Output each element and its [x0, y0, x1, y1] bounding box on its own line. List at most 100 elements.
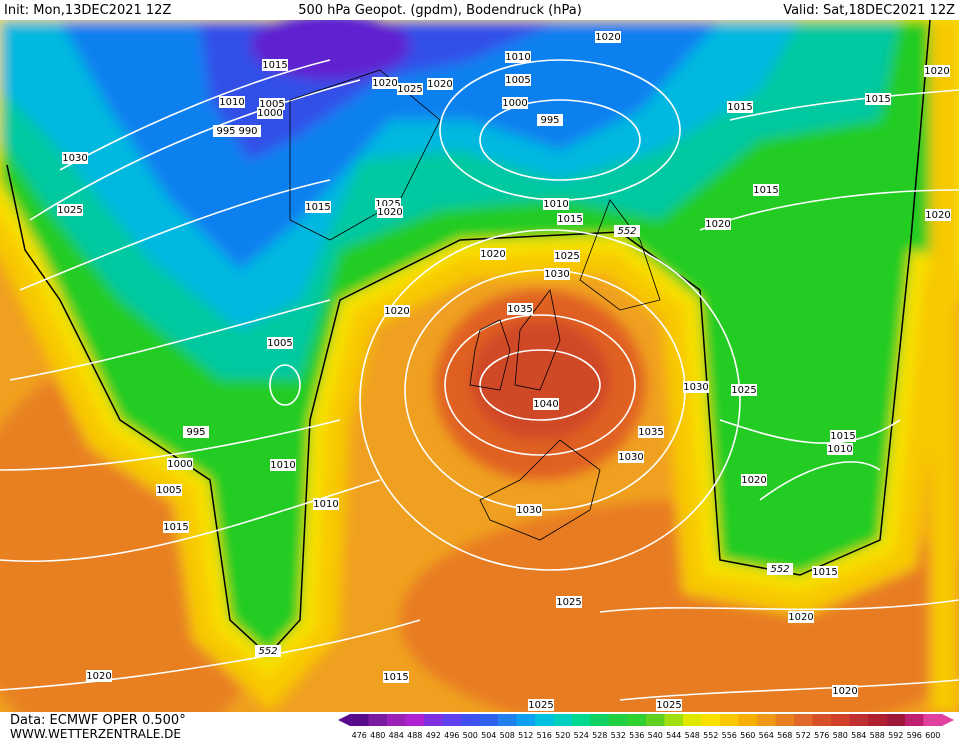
isobar-label: 1015: [262, 60, 287, 71]
colorbar-swatch: [553, 714, 573, 726]
isobar-label: 995: [186, 427, 205, 438]
colorbar-label: 552: [703, 731, 718, 740]
colorbar-label: 520: [555, 731, 570, 740]
colorbar-swatch: [442, 714, 462, 726]
isobar-label: 1020: [384, 306, 409, 317]
colorbar-label: 592: [888, 731, 903, 740]
isobar-label-bg: [731, 384, 757, 396]
colorbar-swatch: [387, 714, 406, 726]
isobar-label: 1030: [683, 382, 708, 393]
isobar-label-bg: [507, 303, 533, 315]
colorbar-swatch: [572, 714, 591, 726]
isobar-label-bg: [924, 65, 950, 77]
isobar-label-bg: [505, 74, 531, 86]
isobar-label: 1015: [753, 185, 778, 196]
colorbar-label: 488: [407, 731, 422, 740]
colorbar-label: 556: [722, 731, 737, 740]
colorbar-label: 568: [777, 731, 792, 740]
colorbar-label: 512: [518, 731, 533, 740]
colorbar-swatch: [498, 714, 517, 726]
colorbar-arrow-right: [942, 714, 954, 726]
colorbar-label: 500: [463, 731, 478, 740]
isobar-label-bg: [262, 59, 288, 71]
isobar-label-bg: [372, 77, 398, 89]
isobar-label: 1030: [62, 153, 87, 164]
isobar-label-bg: [384, 305, 410, 317]
colorbar-swatch: [794, 714, 813, 726]
colorbar-swatch: [868, 714, 887, 726]
colorbar-label: 540: [648, 731, 663, 740]
isobar-label: 1025: [731, 385, 756, 396]
isobar-label-bg: [397, 83, 423, 95]
isobar-label-bg: [638, 426, 664, 438]
colorbar-label: 496: [444, 731, 459, 740]
colorbar-swatch: [405, 714, 425, 726]
isobar-label-bg: [267, 337, 293, 349]
isobar-label-bg: [383, 671, 409, 683]
isobar-label: 1020: [832, 686, 857, 697]
isobar-label: 1015: [305, 202, 330, 213]
isobar-label-bg: [741, 474, 767, 486]
isobar-label-bg: [832, 685, 858, 697]
init-time: Init: Mon,13DEC2021 12Z: [4, 3, 171, 18]
isobar-label-bg: [377, 206, 403, 218]
colorbar-swatch: [664, 714, 684, 726]
colorbar-label: 516: [537, 731, 552, 740]
colorbar-label: 564: [759, 731, 774, 740]
isobar-label-bg: [156, 484, 182, 496]
isobar-label-bg: [788, 611, 814, 623]
isobar-label-bg: [554, 250, 580, 262]
isobar-label: 1005: [267, 338, 292, 349]
isobar-label-bg: [618, 451, 644, 463]
colorbar-label: 492: [426, 731, 441, 740]
colorbar-swatch: [886, 714, 906, 726]
isobar-label: 995: [540, 115, 559, 126]
colorbar-label: 548: [685, 731, 700, 740]
isobar-label: 552: [617, 226, 636, 237]
isobar-label-bg: [544, 268, 570, 280]
data-source: Data: ECMWF OPER 0.500°: [10, 713, 186, 728]
isobar-label-bg: [505, 51, 531, 63]
isobar-label: 1025: [397, 84, 422, 95]
colorbar-swatch: [627, 714, 647, 726]
colorbar-swatch: [812, 714, 832, 726]
isobar-label-bg: [167, 458, 193, 470]
isobar-label: 1015: [727, 102, 752, 113]
isobar-label-bg: [656, 699, 682, 711]
isobar-label: 1020: [705, 219, 730, 230]
colorbar-label: 480: [370, 731, 385, 740]
isobar-label: 1025: [57, 205, 82, 216]
colorbar-label: 588: [870, 731, 885, 740]
colorbar-swatch: [738, 714, 758, 726]
colorbar-swatch: [590, 714, 610, 726]
isobar-label: 1025: [375, 199, 400, 210]
isobar-label: 1035: [507, 304, 532, 315]
isobar-label-bg: [516, 504, 542, 516]
colorbar-swatch: [350, 714, 369, 726]
isobar-label: 1020: [925, 210, 950, 221]
colorbar: 476 480 484 488 492 496 500 504 508 512 516 520 524 5…: [338, 714, 954, 740]
colorbar-label: 528: [592, 731, 607, 740]
isobar-label: 1020: [427, 79, 452, 90]
colorbar-swatch: [535, 714, 554, 726]
colorbar-swatch: [775, 714, 795, 726]
isobar-label: 1020: [788, 612, 813, 623]
isobar-label-bg: [305, 201, 331, 213]
colorbar-arrow-left: [338, 714, 350, 726]
colorbar-swatch: [831, 714, 850, 726]
isobar-label-bg: [827, 443, 853, 455]
colorbar-swatch: [923, 714, 943, 726]
isobar-label: 1000: [502, 98, 527, 109]
map-title: 500 hPa Geopot. (gpdm), Bodendruck (hPa): [298, 3, 582, 18]
isobar-label-bg: [557, 213, 583, 225]
isobar-label-bg: [255, 645, 281, 657]
colorbar-swatch: [516, 714, 536, 726]
isobar-label-bg: [595, 31, 621, 43]
isobar-label-bg: [57, 204, 83, 216]
isobar-label-bg: [86, 670, 112, 682]
colorbar-swatch: [479, 714, 499, 726]
isobar-label: 1030: [618, 452, 643, 463]
isobar-label: 1020: [480, 249, 505, 260]
isobar-label-bg: [213, 125, 239, 137]
isobar-label-bg: [219, 96, 245, 108]
